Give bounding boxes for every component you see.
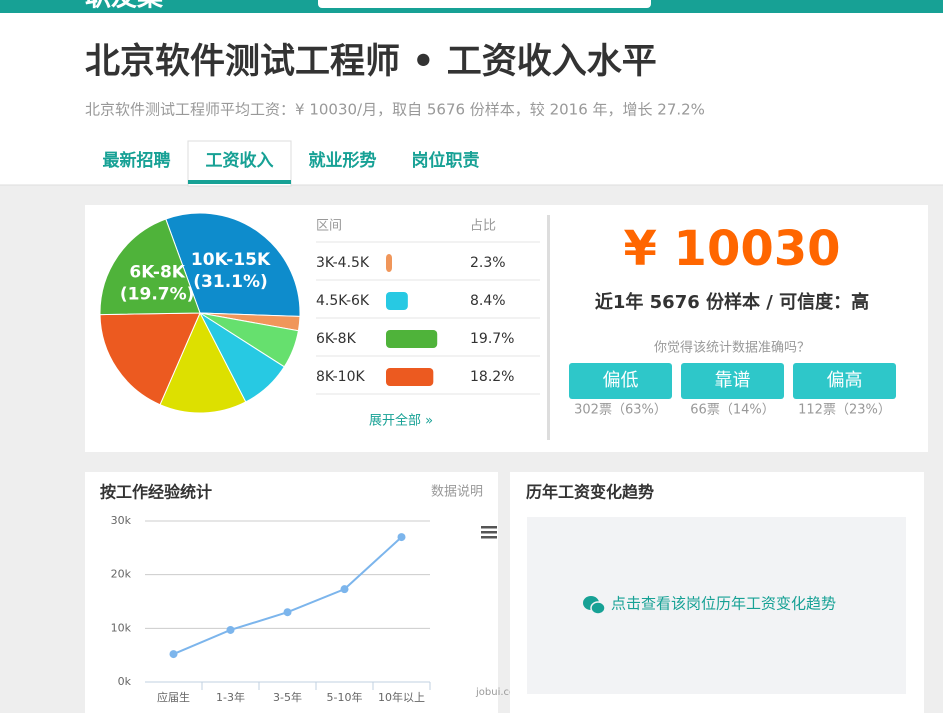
x-tick-label: 3-5年 xyxy=(273,690,302,704)
slice-label: 6K-8K xyxy=(129,263,185,283)
share-bar xyxy=(386,254,392,272)
line-point xyxy=(169,650,178,659)
vote-count: 112票（23%） xyxy=(798,403,891,418)
slice-value-label: (31.1%) xyxy=(193,272,268,292)
divider xyxy=(547,215,550,440)
tab[interactable]: 就业形势 xyxy=(309,150,377,171)
y-tick-label: 20k xyxy=(111,568,132,581)
range: 6K-8K xyxy=(316,331,357,347)
vote-button[interactable] xyxy=(793,363,896,399)
panel-title: 按工作经验统计 xyxy=(100,483,212,502)
pie-slice xyxy=(165,212,301,317)
line-point xyxy=(340,585,349,594)
vote-count: 66票（14%） xyxy=(690,403,774,418)
logo[interactable]: 职友集 xyxy=(85,0,164,13)
line-point xyxy=(226,625,235,634)
slice-label: 10K-15K xyxy=(191,250,271,270)
y-tick-label: 10k xyxy=(111,621,132,634)
menu-bar xyxy=(481,536,497,539)
range: 3K-4.5K xyxy=(316,255,370,271)
pie-slice xyxy=(159,311,247,414)
trend-link[interactable]: 点击查看该岗位历年工资变化趋势 xyxy=(611,595,836,613)
range: 4.5K-6K xyxy=(316,293,370,309)
icon-bubble xyxy=(590,601,606,615)
credit: jobui.com xyxy=(475,687,525,698)
share: 18.2% xyxy=(470,369,514,385)
menu-icon[interactable] xyxy=(481,526,497,539)
tab[interactable]: 最新招聘 xyxy=(103,150,171,171)
line-point xyxy=(283,608,292,617)
share-bar xyxy=(386,368,434,386)
tab-active-bg xyxy=(187,140,292,187)
salary-table: 区间 占比 3K-4.5K 2.3% 4.5K-6K 8.4% 6K-8K 19.7% 8K-1… xyxy=(316,219,540,429)
menu-bar xyxy=(481,526,497,529)
vote-label[interactable]: 靠谱 xyxy=(715,370,751,391)
vote-label[interactable]: 偏高 xyxy=(827,370,863,391)
expand-link[interactable]: 展开全部 » xyxy=(369,413,433,429)
page-title: 北京软件测试工程师 • 工资收入水平 xyxy=(85,41,657,82)
tab-underline xyxy=(188,180,291,184)
column-header: 占比 xyxy=(470,219,496,234)
experience-panel xyxy=(85,472,498,713)
line-point xyxy=(397,533,406,542)
slice-value-label: (19.7%) xyxy=(120,285,195,305)
tab-bar: 最新招聘 工资收入 就业形势 岗位职责 xyxy=(103,140,480,187)
pie-slice xyxy=(99,312,201,406)
y-tick-label: 30k xyxy=(111,514,132,527)
vote-count: 302票（63%） xyxy=(574,403,667,418)
pie-slice xyxy=(99,218,201,316)
x-tick-label: 5-10年 xyxy=(327,690,363,704)
search-box[interactable] xyxy=(318,0,651,8)
column-header: 区间 xyxy=(316,219,342,234)
tab[interactable]: 工资收入 xyxy=(206,150,274,171)
line-chart: 按工作经验统计 数据说明 jobui.com 0k 10k 20k 30k 应届生 1-3年 3-… xyxy=(100,483,525,705)
vote-button[interactable] xyxy=(681,363,784,399)
wechat-icon xyxy=(583,596,606,615)
x-tick-label: 应届生 xyxy=(157,690,190,704)
average-salary: ¥ 10030 xyxy=(623,221,840,277)
tab[interactable]: 岗位职责 xyxy=(412,150,480,171)
page-subtitle: 北京软件测试工程师平均工资：¥ 10030/月，取自 5676 份样本，较 20… xyxy=(85,101,705,119)
sample-info: 近1年 5676 份样本 / 可信度：高 xyxy=(595,291,869,313)
menu-bar xyxy=(481,531,497,534)
vote-button[interactable] xyxy=(569,363,672,399)
share: 2.3% xyxy=(470,255,506,271)
range: 8K-10K xyxy=(316,369,365,385)
x-tick-label: 10年以上 xyxy=(378,690,425,704)
share-bar xyxy=(386,330,438,348)
share-bar xyxy=(386,292,408,310)
y-tick-label: 0k xyxy=(118,675,132,688)
header xyxy=(0,13,943,185)
question: 你觉得该统计数据准确吗？ xyxy=(654,340,810,356)
share: 8.4% xyxy=(470,293,506,309)
pie-chart: 10K-15K(31.1%) 6K-8K(19.7%) xyxy=(99,212,301,414)
share: 19.7% xyxy=(470,331,514,347)
vote-label[interactable]: 偏低 xyxy=(603,370,639,391)
data-note[interactable]: 数据说明 xyxy=(431,485,483,500)
panel-title: 历年工资变化趋势 xyxy=(526,483,654,502)
x-tick-label: 1-3年 xyxy=(216,690,245,704)
